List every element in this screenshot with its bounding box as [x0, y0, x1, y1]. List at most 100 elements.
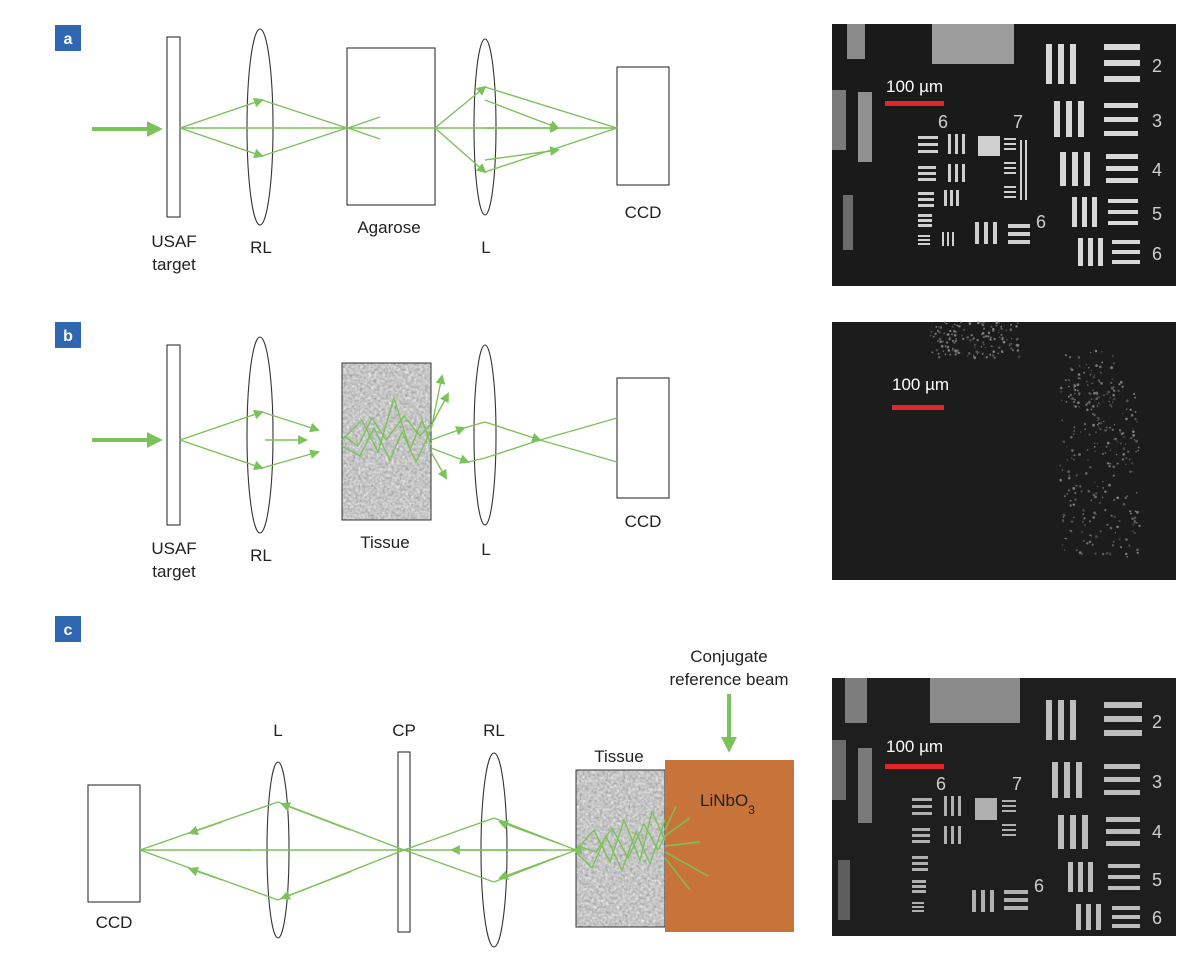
speckle-dot [1120, 546, 1123, 549]
speckle-dot [1132, 530, 1134, 533]
panel-c-crystal-label: LiNbO3 [700, 791, 755, 817]
speckle-dot [1086, 408, 1089, 412]
speckle-dot [1079, 377, 1082, 380]
speckle-dot [951, 333, 953, 336]
speckle-dot [1077, 373, 1081, 376]
speckle-dot [1094, 442, 1096, 444]
speckle-dot [1068, 378, 1070, 381]
speckle-dot [1127, 450, 1130, 453]
speckle-dot [1136, 548, 1139, 552]
speckle-dot [1134, 396, 1137, 399]
speckle-dot [1128, 544, 1131, 547]
speckle-dot [1077, 401, 1080, 405]
speckle-dot [1111, 378, 1114, 381]
speckle-dot [1086, 380, 1088, 383]
speckle-dot [1107, 390, 1110, 394]
speckle-dot [1117, 389, 1120, 393]
speckle-dot [984, 346, 986, 348]
speckle-dot [1073, 384, 1077, 388]
speckle-dot [1137, 449, 1139, 452]
speckle-dot [1133, 516, 1137, 519]
speckle-dot [1134, 418, 1137, 421]
speckle-dot [978, 322, 981, 324]
panel-c-scale-bar [885, 764, 944, 769]
speckle-dot [1088, 392, 1091, 395]
speckle-dot [1061, 469, 1064, 471]
panel-a-group-6: 6 [938, 112, 948, 132]
speckle-dot [956, 324, 958, 327]
speckle-dot [990, 337, 992, 339]
speckle-dot [1072, 487, 1076, 490]
speckle-dot [997, 352, 999, 355]
speckle-dot [1063, 495, 1066, 498]
speckle-dot [948, 338, 951, 341]
speckle-dot [973, 356, 977, 360]
speckle-dot [1071, 449, 1074, 452]
speckle-dot [989, 354, 992, 357]
speckle-dot [1135, 492, 1138, 494]
speckle-dot [1130, 437, 1133, 440]
speckle-dot [1088, 540, 1092, 543]
panel-c-scale-label: 100 µm [886, 737, 943, 756]
speckle-dot [989, 338, 992, 341]
speckle-dot [1121, 385, 1124, 388]
panel-c-rl-label: RL [483, 721, 505, 740]
speckle-dot [1078, 453, 1081, 456]
speckle-dot [1087, 384, 1089, 386]
speckle-dot [1080, 431, 1082, 433]
speckle-dot [1129, 458, 1131, 460]
speckle-dot [961, 334, 963, 337]
panel-b-lens-label: L [481, 540, 490, 559]
speckle-dot [1062, 520, 1064, 522]
speckle-dot [1064, 549, 1066, 551]
speckle-dot [987, 330, 990, 333]
speckle-dot [1112, 355, 1114, 357]
speckle-dot [1066, 459, 1069, 461]
speckle-dot [1113, 474, 1115, 477]
speckle-dot [1092, 389, 1094, 392]
speckle-dot [982, 336, 985, 338]
speckle-dot [1067, 470, 1071, 473]
speckle-dot [953, 341, 956, 344]
speckle-dot [1059, 386, 1063, 390]
panel-b-target-label-line1: USAF [151, 539, 196, 558]
speckle-dot [1000, 333, 1003, 336]
speckle-dot [958, 325, 961, 328]
speckle-dot [990, 336, 992, 338]
speckle-dot [1064, 537, 1066, 539]
speckle-dot [1073, 405, 1075, 407]
speckle-dot [1070, 500, 1072, 502]
speckle-dot [967, 336, 969, 339]
panel-a-rl-label: RL [250, 238, 272, 257]
speckle-dot [1100, 350, 1103, 353]
speckle-dot [1011, 338, 1013, 340]
speckle-dot [1114, 532, 1117, 534]
speckle-dot [1074, 399, 1076, 401]
speckle-dot [1059, 464, 1062, 467]
speckle-dot [1122, 503, 1126, 506]
speckle-dot [1092, 405, 1095, 408]
speckle-dot [1133, 393, 1136, 395]
panel-a-group-7: 7 [1013, 112, 1023, 132]
speckle-dot [929, 334, 932, 337]
speckle-dot [1090, 408, 1093, 411]
speckle-dot [954, 353, 957, 356]
speckle-dot [1116, 496, 1119, 500]
speckle-dot [1091, 543, 1094, 546]
speckle-dot [976, 338, 979, 342]
speckle-dot [998, 329, 1000, 331]
speckle-dot [1136, 551, 1139, 554]
speckle-dot [1125, 417, 1128, 421]
speckle-dot [1085, 363, 1088, 366]
speckle-dot [998, 331, 1000, 334]
speckle-dot [1099, 530, 1102, 533]
speckle-dot [1099, 501, 1101, 504]
speckle-dot [944, 353, 947, 356]
speckle-dot [1090, 398, 1093, 401]
speckle-dot [1095, 391, 1098, 394]
speckle-dot [938, 330, 941, 334]
speckle-dot [1087, 459, 1089, 462]
speckle-dot [1106, 441, 1110, 445]
speckle-dot [1132, 430, 1135, 434]
panel-b-image: 100 µm [832, 320, 1176, 580]
